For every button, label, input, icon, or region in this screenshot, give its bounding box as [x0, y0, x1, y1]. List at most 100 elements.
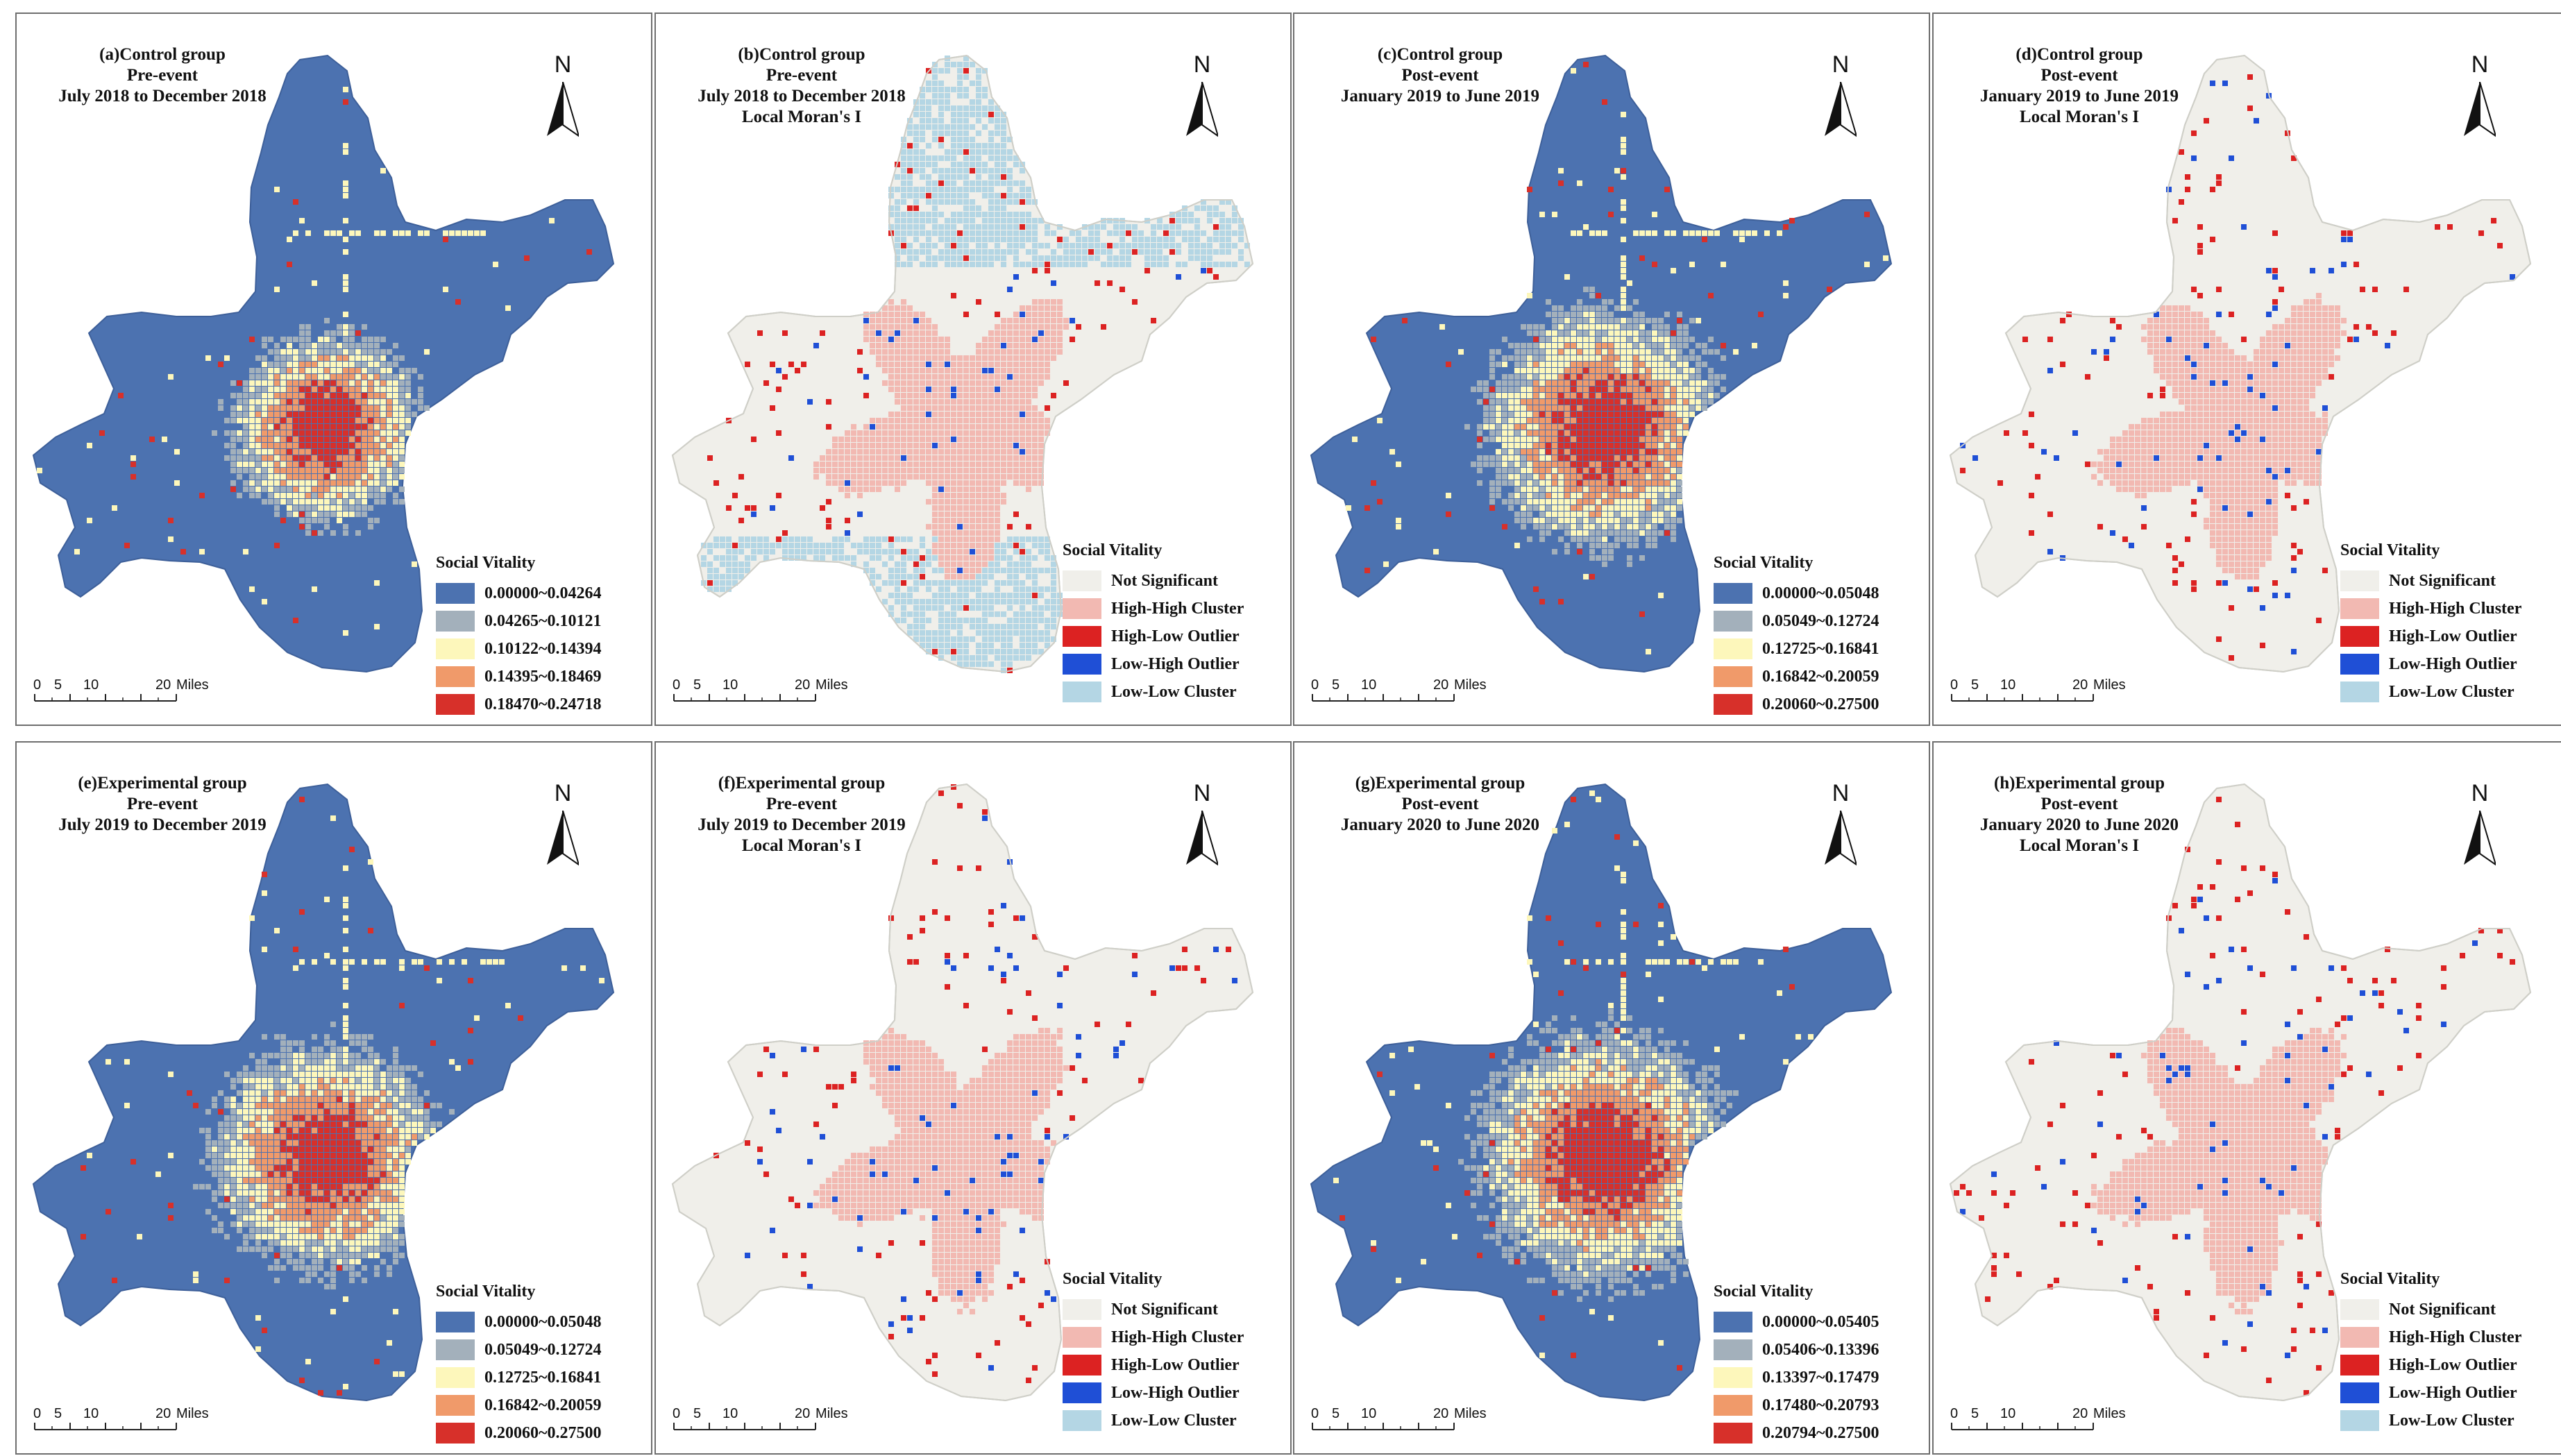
- scale-unit-label: Miles: [176, 677, 209, 693]
- legend: Social Vitality Not Significant High-High …: [1063, 1270, 1244, 1434]
- panel-title: (f)Experimental group Pre-event July 2019 …: [656, 773, 947, 856]
- legend-item: High-Low Outlier: [2340, 1351, 2521, 1379]
- legend-swatch: [436, 583, 475, 604]
- scale-tick-label: 20: [795, 677, 811, 693]
- legend-label: 0.00000~0.05405: [1762, 1312, 1879, 1331]
- legend-title: Social Vitality: [436, 1283, 536, 1301]
- legend-item: 0.17480~0.20793: [1714, 1391, 1879, 1419]
- grid-cells: [1333, 790, 1814, 1371]
- map-panel-f: (f)Experimental group Pre-event July 2019 …: [654, 741, 1292, 1455]
- legend-swatch: [1063, 654, 1101, 675]
- legend-label: Not Significant: [1111, 1300, 1219, 1319]
- legend-swatch: [1063, 1355, 1101, 1375]
- legend-label: Low-Low Cluster: [1111, 1411, 1237, 1430]
- legend-item: 0.05406~0.13396: [1714, 1336, 1879, 1364]
- scale-tick-label: 0: [1950, 677, 1959, 693]
- panel-title-line: (h)Experimental group: [1993, 774, 2165, 793]
- legend-item: Not Significant: [2340, 1296, 2521, 1323]
- scale-unit-label: Miles: [176, 1406, 209, 1421]
- scale-tick-label: 5: [54, 677, 62, 693]
- legend-swatch: [2340, 682, 2379, 702]
- legend-swatch: [1714, 1423, 1752, 1444]
- legend-label: 0.17480~0.20793: [1762, 1396, 1879, 1414]
- legend-swatch: [436, 638, 475, 659]
- legend-item: High-Low Outlier: [1063, 623, 1244, 650]
- scale-bar-line: [1312, 694, 1455, 702]
- scale-bar: 0 5 10 20 Miles: [673, 677, 881, 702]
- scale-tick-label: 10: [1361, 1406, 1377, 1421]
- choropleth-map: [1949, 783, 2532, 1402]
- legend-swatch: [436, 1367, 475, 1388]
- legend-item: 0.18470~0.24718: [436, 691, 601, 718]
- panel-title-line: Post-event: [2040, 66, 2118, 85]
- north-label: N: [2471, 780, 2489, 806]
- legend-label: 0.12725~0.16841: [1762, 639, 1879, 658]
- north-arrow-icon: [2464, 82, 2496, 137]
- scale-tick-label: 20: [795, 1406, 811, 1421]
- scale-bar: 0 5 10 20 Miles: [1950, 1406, 2158, 1431]
- legend-label: 0.05049~0.12724: [1762, 611, 1879, 630]
- panel-title: (h)Experimental group Post-event January 2…: [1934, 773, 2225, 856]
- scale-tick-label: 10: [2000, 1406, 2016, 1421]
- legend-label: 0.04265~0.10121: [484, 611, 602, 630]
- legend-label: 0.10122~0.14394: [484, 639, 602, 658]
- scale-tick-label: 0: [673, 677, 681, 693]
- legend-swatch: [1063, 1410, 1101, 1431]
- legend-label: Low-Low Cluster: [2389, 682, 2514, 701]
- scale-bar-line: [34, 1423, 177, 1430]
- legend-label: Not Significant: [2389, 1300, 2496, 1319]
- legend-label: High-Low Outlier: [2389, 1355, 2517, 1374]
- legend-item: 0.00000~0.05048: [436, 1308, 601, 1336]
- panel-title: (c)Control group Post-event January 2019 t…: [1294, 44, 1586, 107]
- scale-tick-label: 10: [722, 1406, 738, 1421]
- legend-label: High-High Cluster: [2389, 1328, 2522, 1346]
- north-arrow: N: [1178, 780, 1226, 870]
- legend-label: Low-Low Cluster: [1111, 682, 1237, 701]
- legend-swatch: [1714, 611, 1752, 632]
- map-panel-c: (c)Control group Post-event January 2019 t…: [1293, 12, 1930, 726]
- scale-tick-label: 20: [155, 1406, 171, 1421]
- panel-title: (a)Control group Pre-event July 2018 to De…: [17, 44, 308, 107]
- grid-cells: [1346, 62, 1888, 654]
- legend-title: Social Vitality: [1714, 554, 1814, 572]
- panel-title-line: July 2018 to December 2018: [698, 87, 906, 105]
- panel-title-line: Post-event: [1401, 66, 1479, 85]
- scale-unit-label: Miles: [1454, 677, 1487, 693]
- scale-tick-label: 5: [1971, 677, 1979, 693]
- legend-label: Low-High Outlier: [1111, 1383, 1240, 1402]
- scale-tick-label: 0: [1311, 1406, 1319, 1421]
- legend-label: Low-High Outlier: [1111, 654, 1240, 673]
- legend-label: 0.18470~0.24718: [484, 695, 602, 713]
- legend-swatch: [1063, 570, 1101, 591]
- legend-item: High-High Cluster: [1063, 595, 1244, 623]
- grid-cells: [1960, 74, 2515, 661]
- north-arrow: N: [1178, 51, 1226, 142]
- legend-item: High-High Cluster: [2340, 1323, 2521, 1351]
- legend-label: 0.05406~0.13396: [1762, 1340, 1879, 1359]
- legend-swatch: [436, 1312, 475, 1332]
- legend-label: 0.12725~0.16841: [484, 1368, 602, 1387]
- scale-bar-line: [1312, 1423, 1455, 1430]
- scale-tick-label: 20: [2072, 1406, 2088, 1421]
- scale-bar: 0 5 10 20 Miles: [33, 677, 242, 702]
- legend-item: 0.05049~0.12724: [1714, 607, 1879, 635]
- scale-tick-label: 5: [693, 677, 702, 693]
- grid-cells: [37, 87, 592, 636]
- choropleth-map: [32, 54, 615, 673]
- legend-label: Low-High Outlier: [2389, 654, 2517, 673]
- legend-swatch: [2340, 570, 2379, 591]
- legend-label: 0.00000~0.05048: [484, 1312, 602, 1331]
- north-label: N: [1193, 51, 1211, 78]
- legend-label: Low-High Outlier: [2389, 1383, 2517, 1402]
- legend-item: 0.00000~0.04264: [436, 579, 601, 607]
- scale-tick-label: 10: [722, 677, 738, 693]
- legend-item: 0.00000~0.05405: [1714, 1308, 1879, 1336]
- legend-item: 0.20794~0.27500: [1714, 1419, 1879, 1447]
- scale-tick-label: 0: [33, 677, 42, 693]
- legend-label: 0.20060~0.27500: [1762, 695, 1879, 713]
- scale-unit-label: Miles: [2093, 1406, 2126, 1421]
- legend-swatch: [1063, 682, 1101, 702]
- legend-swatch: [1714, 666, 1752, 687]
- choropleth-map: [1310, 783, 1893, 1402]
- legend-item: Low-Low Cluster: [1063, 678, 1244, 706]
